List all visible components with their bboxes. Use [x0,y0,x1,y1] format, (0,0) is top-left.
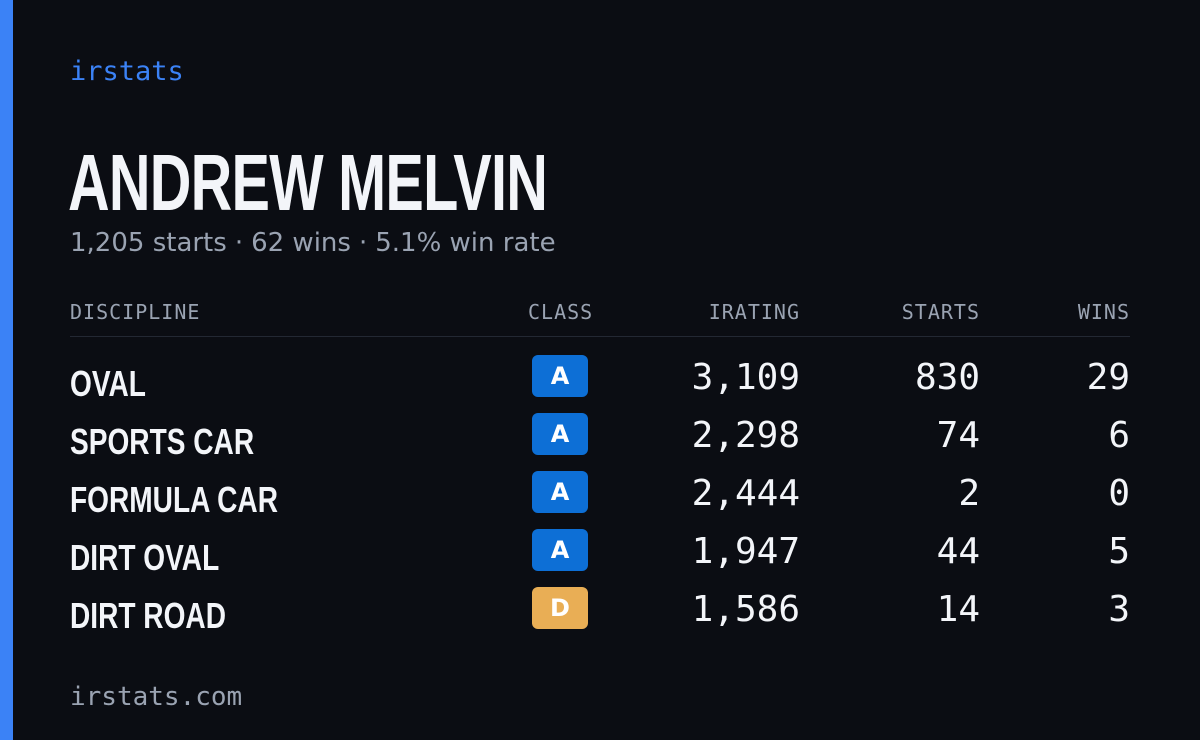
header-class: CLASS [528,300,594,324]
separator-dot: · [234,228,244,258]
starts-value: 74 [936,415,980,456]
starts-value: 830 [914,357,980,398]
class-badge: A [532,471,588,513]
starts-value: 2 [958,473,980,514]
starts-value: 14 [936,589,980,630]
header-wins: WINS [1077,300,1130,324]
class-badge: D [532,587,588,629]
header-discipline: DISCIPLINE [70,300,201,324]
wins-value: 3 [1108,589,1130,630]
discipline-label: FORMULA CAR [70,479,278,520]
brand-logo-text: irstats [70,56,184,87]
win-rate: 5.1% win rate [375,228,556,258]
irating-value: 2,444 [691,473,800,514]
wins-value: 0 [1108,473,1130,514]
discipline-label: DIRT OVAL [70,537,220,578]
discipline-table: OVAL A 3,109 830 29 SPORTS CAR A 2,298 7… [70,355,1130,645]
table-row: DIRT OVAL A 1,947 44 5 [70,529,1130,587]
accent-bar [0,0,13,740]
class-badge: A [532,413,588,455]
table-row: OVAL A 3,109 830 29 [70,355,1130,413]
class-badge: A [532,529,588,571]
header-irating: IRATING [708,300,800,324]
table-row: SPORTS CAR A 2,298 74 6 [70,413,1130,471]
irating-value: 1,947 [691,531,800,572]
driver-name: ANDREW MELVIN [68,138,548,227]
wins-value: 6 [1108,415,1130,456]
starts-value: 44 [936,531,980,572]
irating-value: 2,298 [691,415,800,456]
header-starts: STARTS [901,300,980,324]
irating-value: 1,586 [691,589,800,630]
separator-dot: · [358,228,368,258]
class-badge: A [532,355,588,397]
footer-url: irstats.com [70,682,243,712]
discipline-label: DIRT ROAD [70,595,226,636]
starts-total: 1,205 starts [70,228,227,258]
discipline-label: OVAL [70,363,146,404]
irating-value: 3,109 [691,357,800,398]
driver-summary: 1,205 starts · 62 wins · 5.1% win rate [70,228,556,258]
wins-total: 62 wins [251,228,351,258]
wins-value: 29 [1086,357,1130,398]
table-row: FORMULA CAR A 2,444 2 0 [70,471,1130,529]
table-header: DISCIPLINE CLASS IRATING STARTS WINS [70,298,1130,337]
discipline-label: SPORTS CAR [70,421,255,462]
table-row: DIRT ROAD D 1,586 14 3 [70,587,1130,645]
wins-value: 5 [1108,531,1130,572]
